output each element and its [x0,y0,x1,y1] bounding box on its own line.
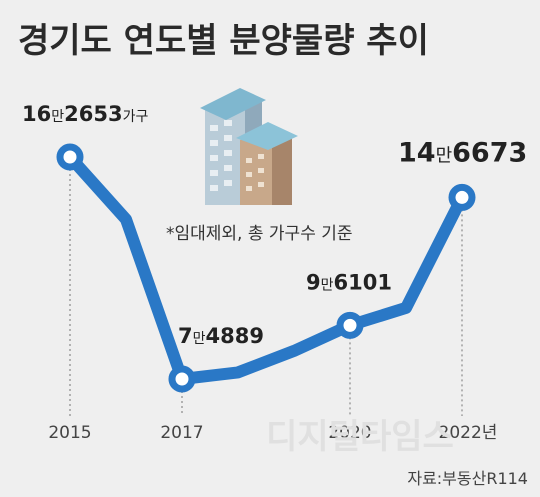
x-tick-2020: 2020 [328,423,371,443]
data-point-2020 [336,311,364,339]
data-point-2015 [56,143,84,171]
data-label-2015: 16만2653가구 [22,102,148,126]
source-note: 자료:부동산R114 [407,469,528,488]
series-line [64,151,468,385]
data-label-2020: 9만6101 [306,270,392,294]
data-point-2022 [448,183,476,211]
data-points [56,143,476,393]
guide-lines [69,169,463,416]
x-tick-2022: 2022년 [439,423,498,443]
chart-title: 경기도 연도별 분양물량 추이 [18,21,429,61]
apartment-building-icon [200,88,298,205]
data-labels: 16만2653가구 7만4889 9만6101 14만6673 [22,102,527,348]
x-tick-2017: 2017 [160,423,203,443]
watermark: 디지털타임스 [266,417,454,457]
data-point-2017 [168,365,196,393]
data-label-2022: 14만6673 [398,137,527,168]
chart-note: *임대제외, 총 가구수 기준 [166,224,353,244]
x-tick-labels: 2015 2017 2020 2022년 [48,423,497,443]
data-label-2017: 7만4889 [178,324,264,348]
x-tick-2015: 2015 [48,423,91,443]
